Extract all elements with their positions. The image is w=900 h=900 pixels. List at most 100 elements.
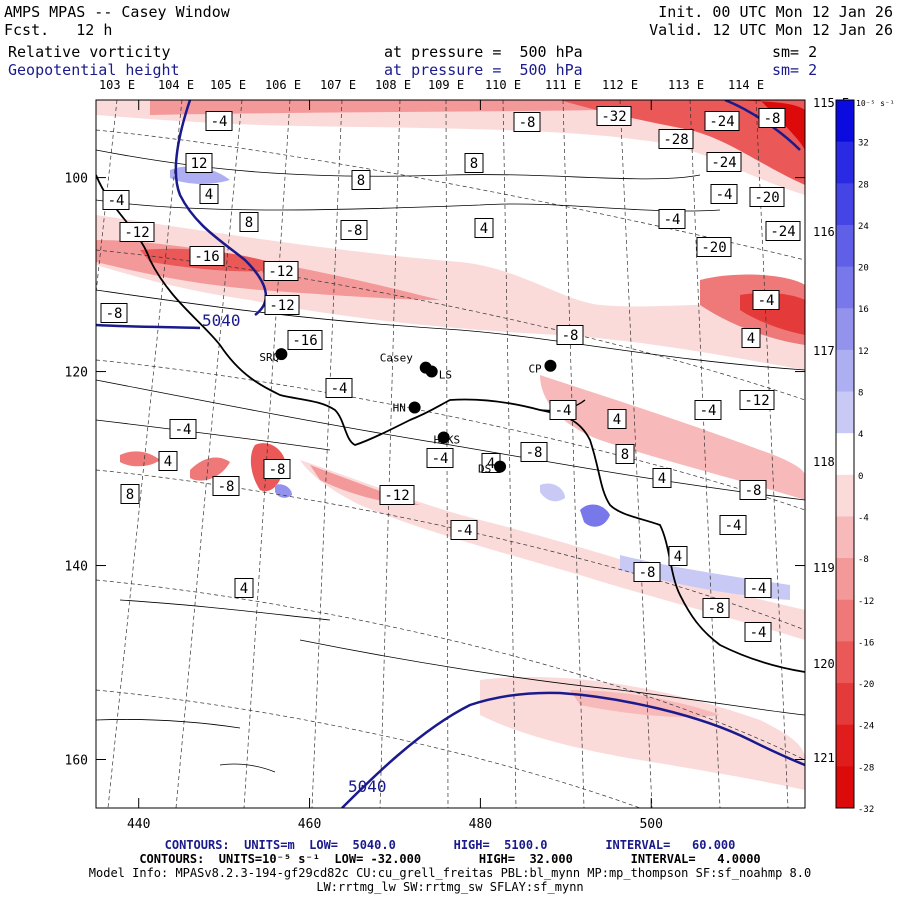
vorticity-label: -8 — [702, 598, 730, 618]
vorticity-label: -4 — [658, 209, 686, 229]
station-label: LS — [439, 369, 452, 382]
station-label: HN — [393, 401, 406, 414]
svg-text:-8: -8 — [708, 601, 725, 617]
svg-text:4: 4 — [747, 331, 755, 347]
vorticity-label: -8 — [520, 442, 548, 462]
colorbar-tick-label: 16 — [858, 305, 869, 315]
svg-text:-8: -8 — [218, 479, 235, 495]
colorbar-swatch — [836, 141, 854, 184]
svg-text:-8: -8 — [745, 483, 762, 499]
colorbar-tick-label: 12 — [858, 347, 869, 357]
colorbar-tick-label: 0 — [858, 472, 863, 482]
station-marker — [437, 431, 450, 444]
svg-text:4: 4 — [480, 221, 488, 237]
vorticity-label: 4 — [652, 468, 672, 488]
longitude-label-top: 105 E — [210, 78, 246, 92]
svg-text:8: 8 — [245, 215, 253, 231]
svg-text:4: 4 — [205, 187, 213, 203]
colorbar-swatch — [836, 433, 854, 476]
station-label: HRKS — [434, 434, 461, 447]
longitude-label-top: 112 E — [602, 78, 638, 92]
vorticity-label: -12 — [379, 485, 415, 505]
x-tick-label: 500 — [639, 817, 662, 832]
station-marker — [425, 365, 438, 378]
colorbar-tick-label: -32 — [858, 805, 874, 815]
vorticity-label: 12 — [185, 153, 213, 173]
svg-text:-4: -4 — [175, 422, 192, 438]
colorbar-swatch — [836, 641, 854, 684]
vorticity-label: -8 — [340, 220, 368, 240]
colorbar-swatch — [836, 558, 854, 601]
vorticity-label: -12 — [739, 390, 775, 410]
svg-text:8: 8 — [357, 173, 365, 189]
svg-text:-4: -4 — [716, 187, 733, 203]
init-time: Init. 00 UTC Mon 12 Jan 26 — [658, 3, 893, 21]
svg-text:-8: -8 — [639, 565, 656, 581]
height-label: 5040 — [202, 311, 241, 330]
colorbar-swatch — [836, 474, 854, 517]
vorticity-label: 8 — [239, 212, 259, 232]
colorbar-tick-label: 4 — [858, 430, 863, 440]
height-contours — [96, 100, 805, 808]
station-label: CP — [528, 363, 542, 376]
colorbar-swatch — [836, 724, 854, 767]
vorticity-label: 4 — [668, 546, 688, 566]
vorticity-label: -24 — [704, 111, 740, 131]
colorbar-swatch — [836, 224, 854, 268]
station-label: DS — [478, 463, 491, 476]
field1-level: at pressure = 500 hPa — [384, 43, 583, 61]
svg-text:-12: -12 — [268, 264, 293, 280]
colorbar-swatch — [836, 516, 854, 559]
vorticity-contour-info: CONTOURS: UNITS=10⁻⁵ s⁻¹ LOW= -32.000 HI… — [139, 852, 761, 866]
colorbar-swatch — [836, 266, 854, 309]
field2-name: Geopotential height — [8, 61, 180, 79]
vorticity-label: -4 — [744, 622, 772, 642]
svg-text:-20: -20 — [701, 240, 726, 256]
vorticity-label: -4 — [205, 111, 233, 131]
vorticity-label: -12 — [264, 295, 300, 315]
model-title: AMPS MPAS -- Casey Window — [4, 3, 230, 21]
vorticity-label: 8 — [351, 170, 371, 190]
vorticity-label: -4 — [102, 190, 130, 210]
svg-text:-16: -16 — [194, 249, 219, 265]
field1-name: Relative vorticity — [8, 43, 171, 61]
vorticity-label: -8 — [513, 112, 541, 132]
svg-text:-4: -4 — [331, 381, 348, 397]
vorticity-label: 4 — [607, 409, 627, 429]
y-tick-label: 160 — [65, 754, 88, 769]
svg-text:-4: -4 — [758, 293, 775, 309]
vorticity-label: 4 — [158, 451, 178, 471]
svg-text:-8: -8 — [269, 462, 286, 478]
longitude-label-top: 106 E — [265, 78, 301, 92]
longitude-label-top: 113 E — [668, 78, 704, 92]
colorbar-swatch — [836, 183, 854, 226]
svg-text:-12: -12 — [744, 393, 769, 409]
longitude-label-top: 103 E — [99, 78, 135, 92]
vorticity-label: -4 — [325, 378, 353, 398]
vorticity-label: 4 — [234, 578, 254, 598]
x-tick-label: 460 — [298, 817, 321, 832]
height-contour-info: CONTOURS: UNITS=m LOW= 5040.0 HIGH= 5100… — [164, 838, 736, 852]
colorbar-swatch — [836, 683, 854, 726]
height-label: 5040 — [348, 777, 387, 796]
vorticity-label: -12 — [119, 222, 155, 242]
vorticity-label: -8 — [739, 480, 767, 500]
svg-text:8: 8 — [621, 447, 629, 463]
vorticity-label: 4 — [741, 328, 761, 348]
svg-text:-4: -4 — [555, 403, 572, 419]
svg-text:-4: -4 — [432, 451, 449, 467]
svg-text:-4: -4 — [700, 403, 717, 419]
svg-text:-28: -28 — [663, 132, 688, 148]
colorbar-swatch — [836, 100, 854, 143]
svg-text:-12: -12 — [384, 488, 409, 504]
svg-text:-4: -4 — [211, 114, 228, 130]
vorticity-label: -24 — [765, 221, 801, 241]
longitude-label-top: 108 E — [375, 78, 411, 92]
field2-smooth: sm= 2 — [772, 61, 818, 79]
svg-text:-4: -4 — [750, 581, 767, 597]
colorbar-swatch — [836, 391, 854, 434]
colorbar-swatch — [836, 349, 854, 393]
colorbar-tick-label: 8 — [858, 389, 863, 399]
colorbar-tick-label: -8 — [858, 555, 869, 565]
colorbar-swatch — [836, 766, 854, 809]
